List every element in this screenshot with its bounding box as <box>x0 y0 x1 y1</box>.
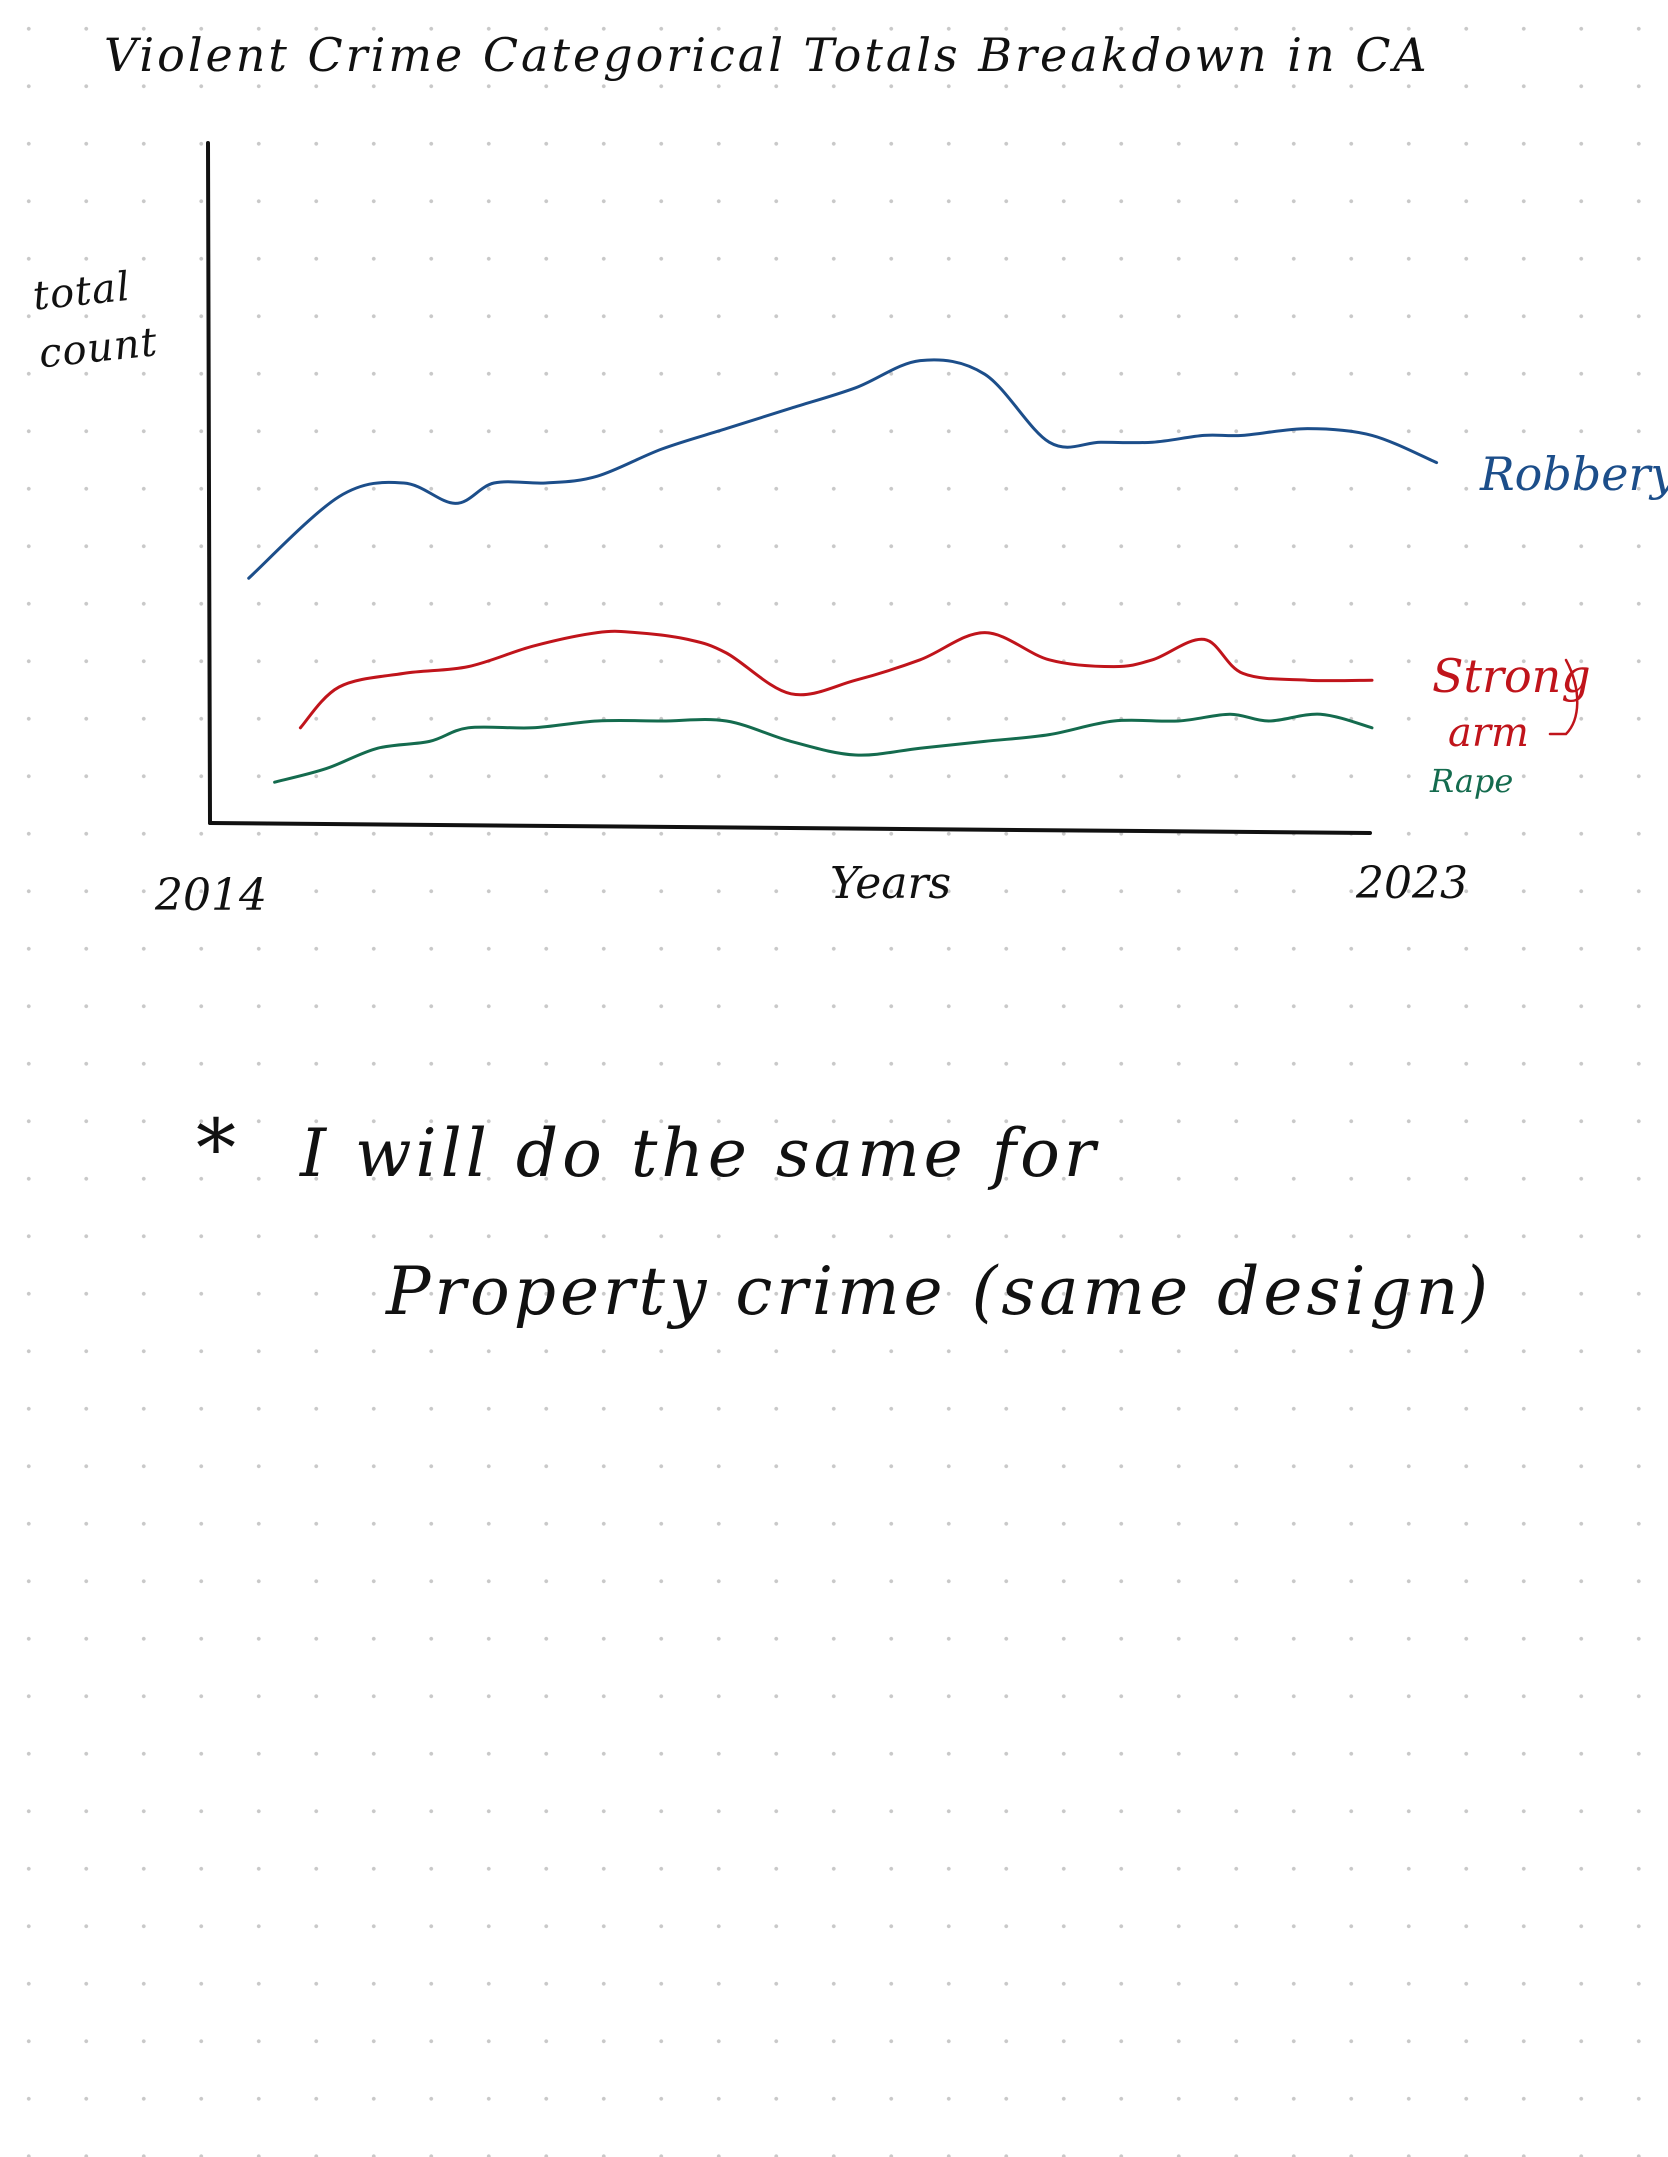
series-label-strong-arm-line2: arm <box>1448 710 1529 756</box>
series-line-strong-arm <box>298 629 1374 730</box>
series-layer <box>247 358 1439 784</box>
label-layer: 2014 2023 Years Robbery Strong arm Rape <box>154 447 1668 921</box>
x-tick-label-2023: 2023 <box>1355 858 1468 909</box>
x-tick-label-2014: 2014 <box>154 870 267 921</box>
chart-axes <box>206 141 1372 835</box>
series-label-strong-arm-line1: Strong <box>1432 649 1591 703</box>
y-axis-line <box>206 141 212 825</box>
x-axis-line <box>208 821 1372 835</box>
strong-arm-bracket <box>1548 658 1579 736</box>
chart-title: Violent Crime Categorical Totals Breakdo… <box>104 28 1430 82</box>
line-chart: 2014 2023 Years Robbery Strong arm Rape <box>154 141 1668 921</box>
x-axis-label: Years <box>830 858 951 909</box>
series-label-rape: Rape <box>1429 762 1513 800</box>
series-line-rape <box>273 712 1374 784</box>
note-line-1: I will do the same for <box>300 1115 1100 1192</box>
note-line-2: Property crime (same design) <box>386 1253 1492 1330</box>
series-label-robbery: Robbery <box>1479 447 1668 501</box>
series-line-robbery <box>247 358 1439 580</box>
annotation-note: * I will do the same for Property crime (… <box>196 1080 1616 1361</box>
asterisk-icon: * <box>196 1102 240 1195</box>
